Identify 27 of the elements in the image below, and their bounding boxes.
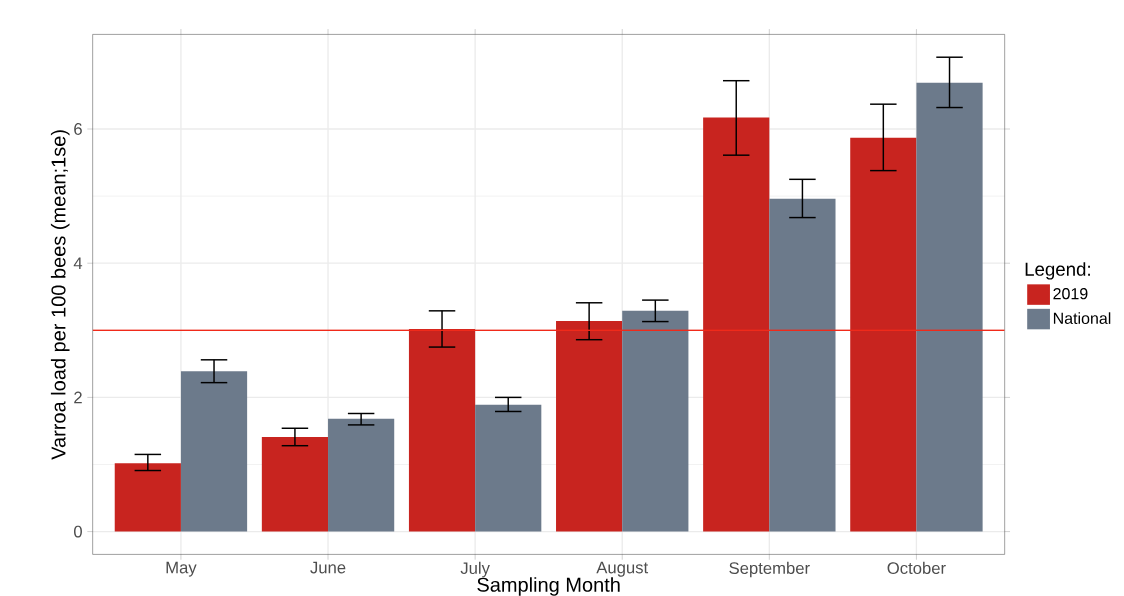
x-tick-label: August (596, 561, 649, 577)
bar (850, 137, 917, 532)
bar (180, 371, 248, 532)
legend-label: 2019 (1053, 288, 1088, 300)
bar (475, 404, 542, 532)
bar (769, 198, 836, 532)
y-tick-label: 4 (73, 257, 83, 269)
bar (408, 328, 476, 532)
y-tick-label: 2 (74, 391, 82, 404)
y-tick-label: 0 (74, 525, 82, 538)
x-tick-label: July (460, 561, 490, 578)
bar (916, 82, 983, 532)
x-tick-label: October (887, 561, 946, 575)
y-tick-label: 6 (74, 123, 82, 135)
bar (114, 463, 181, 532)
legend-label: National (1053, 312, 1111, 325)
legend-title: Legend: (1025, 262, 1090, 280)
bar (261, 436, 329, 532)
bar (328, 418, 395, 532)
x-tick-label: June (310, 561, 346, 574)
x-tick-label: September (729, 561, 810, 578)
x-tick-label: May (166, 561, 197, 577)
bar (622, 310, 689, 532)
bar (703, 117, 770, 532)
x-axis-title: Sampling Month (477, 577, 620, 596)
y-axis-title: Varroa load per 100 bees (mean;1se) (50, 130, 70, 460)
bar (556, 320, 623, 532)
